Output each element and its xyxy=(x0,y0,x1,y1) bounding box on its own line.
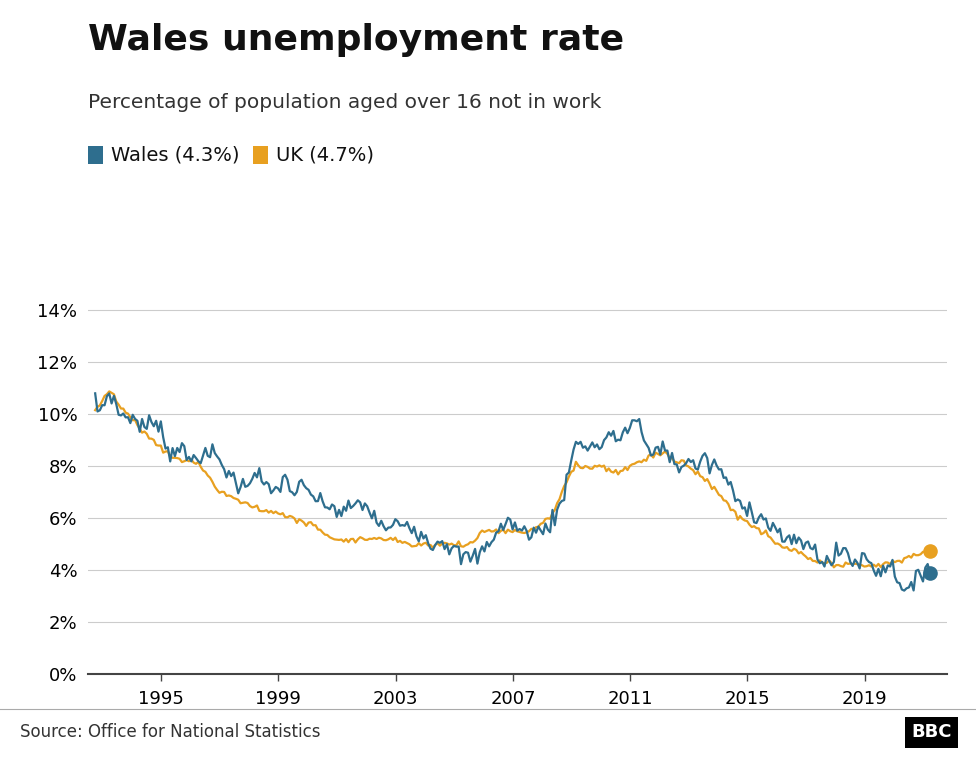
Text: Source: Office for National Statistics: Source: Office for National Statistics xyxy=(20,723,320,742)
Text: Percentage of population aged over 16 not in work: Percentage of population aged over 16 no… xyxy=(88,93,601,112)
Text: UK (4.7%): UK (4.7%) xyxy=(276,146,374,164)
Point xyxy=(922,567,938,580)
Text: Wales unemployment rate: Wales unemployment rate xyxy=(88,23,624,57)
Text: Wales (4.3%): Wales (4.3%) xyxy=(111,146,240,164)
Text: BBC: BBC xyxy=(912,723,952,742)
Point xyxy=(922,545,938,557)
